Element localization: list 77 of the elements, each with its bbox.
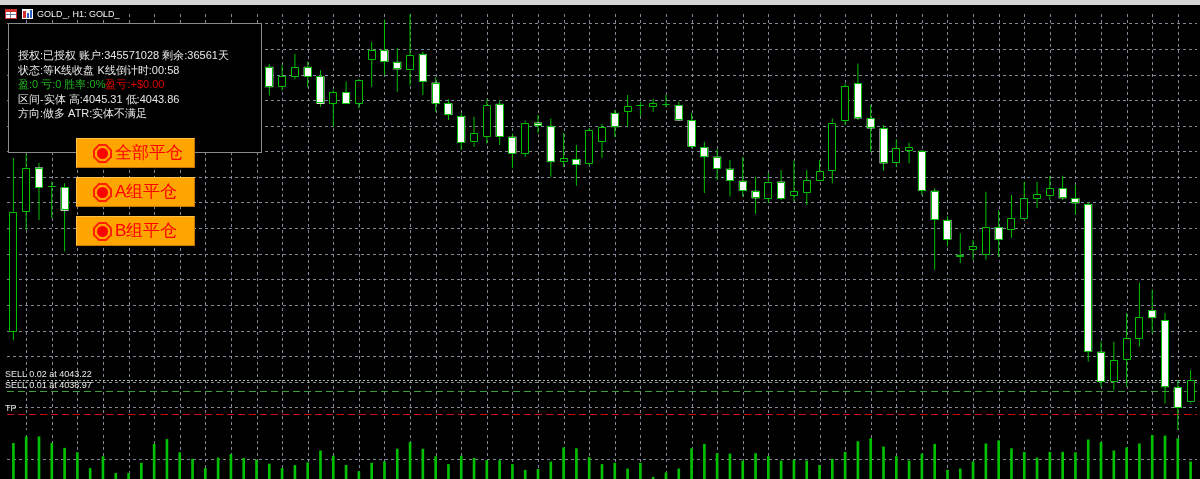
annotation: 全部平仓 (115, 143, 183, 163)
bar (1125, 447, 1128, 479)
bar (50, 443, 54, 479)
bar (12, 443, 15, 479)
bar (459, 455, 463, 479)
annotation: 区间-实体 高:4045.31 低:4043.86 (18, 93, 180, 105)
bar (204, 468, 207, 479)
bar (191, 458, 194, 479)
button: B组平仓 (76, 216, 195, 246)
button: A组平仓 (76, 177, 195, 207)
annotation: 授权:已授权 账户:345571028 剩余:36561天 (18, 49, 229, 61)
bar (818, 465, 821, 479)
bar (1010, 448, 1013, 479)
bar (255, 459, 258, 479)
bar (383, 461, 386, 479)
bar (894, 456, 898, 479)
bar (88, 468, 92, 479)
annotation: B组平仓 (115, 221, 178, 241)
bar (830, 458, 834, 479)
bar (575, 448, 578, 479)
bar (1022, 451, 1026, 479)
bar (997, 440, 1000, 479)
bar (523, 469, 527, 479)
ref-line-label: SELL 0.02 at 4043.22 (5, 369, 92, 380)
bar (958, 468, 962, 479)
ref-line-label: TP (5, 403, 17, 414)
bar (498, 460, 501, 479)
annotation: 状态:等K线收盘 K线倒计时:00:58 (18, 64, 180, 76)
bar (754, 453, 757, 479)
bar (677, 468, 681, 479)
candlestick (956, 233, 965, 264)
chart-title: GOLD_, H1: GOLD_ (37, 9, 120, 20)
bar (626, 468, 629, 479)
bar (1086, 439, 1090, 479)
bar (767, 456, 770, 479)
bar (562, 447, 565, 479)
bar (613, 462, 617, 479)
bar (370, 462, 374, 479)
bar (1074, 452, 1077, 479)
bar (140, 462, 143, 479)
annotation: 方向:做多 ATR:实体不满足 (18, 107, 148, 119)
bar (306, 462, 310, 479)
annotation: 盈亏:+$0.00 (105, 78, 165, 90)
bar (639, 462, 642, 479)
button: 全部平仓 (76, 138, 195, 168)
bar (805, 460, 809, 479)
bar (1176, 438, 1180, 479)
bar (703, 443, 706, 479)
annotation: A组平仓 (115, 182, 178, 202)
bar (587, 457, 591, 479)
bar (242, 457, 246, 479)
bar (447, 464, 450, 479)
bar (63, 447, 66, 479)
bar (882, 446, 885, 479)
bar (511, 464, 514, 479)
annotation: 盈:0 亏:0 胜率:0% (18, 78, 106, 90)
bar (331, 455, 335, 479)
bar (869, 438, 873, 479)
bar (946, 469, 949, 479)
bar (76, 452, 79, 479)
bar (741, 460, 745, 479)
bar (651, 476, 655, 479)
bar (549, 461, 553, 479)
bar (1112, 450, 1116, 479)
bar (267, 463, 271, 479)
bar (1189, 461, 1192, 479)
bar (690, 448, 693, 479)
bar (114, 472, 118, 479)
bar (127, 472, 130, 479)
bar (1061, 451, 1064, 479)
bar (434, 456, 437, 479)
bar (178, 452, 182, 479)
ref-line-label: SELL 0.01 at 4038.97 (5, 380, 92, 391)
bar (319, 450, 322, 479)
bar (933, 443, 937, 479)
bar (1138, 443, 1141, 479)
bar (395, 448, 399, 479)
